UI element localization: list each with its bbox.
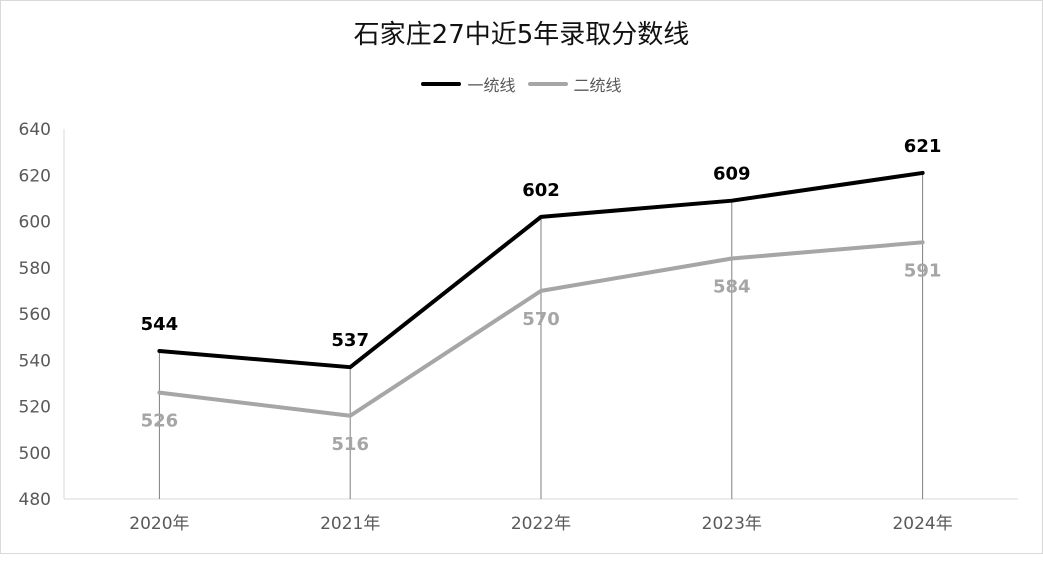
x-tick-label: 2020年 [129,514,189,534]
y-tick-label: 580 [19,259,51,279]
x-tick-label: 2021年 [320,514,380,534]
data-label-series-1: 537 [331,330,369,351]
series-line-1 [157,170,925,370]
legend-swatch-series-1 [421,82,462,86]
data-label-series-2: 584 [713,277,751,298]
legend-label-series-2: 二统线 [573,76,622,95]
data-label-series-1: 544 [141,314,179,335]
legend-swatch-series-2 [527,82,568,86]
data-label-series-2: 516 [331,434,369,455]
y-tick-label: 560 [19,305,51,325]
y-tick-label: 520 [19,398,51,418]
data-label-series-1: 609 [713,164,751,185]
y-tick-label: 500 [19,444,51,464]
series-line-2 [157,240,925,418]
chart-title: 石家庄27中近5年录取分数线 [353,20,690,50]
legend-item-series-1: 一统线 [421,72,516,96]
legend-item-series-2: 二统线 [527,72,622,96]
data-label-series-2: 526 [141,411,179,432]
x-tick-label: 2022年 [511,514,571,534]
y-tick-label: 620 [19,166,51,186]
y-tick-label: 480 [19,490,51,510]
y-tick-label: 640 [19,120,51,140]
chart-frame [0,0,1043,554]
y-tick-label: 600 [19,213,51,233]
data-label-series-1: 602 [522,180,560,201]
x-tick-label: 2023年 [702,514,762,534]
data-label-series-1: 621 [904,136,942,157]
x-tick-label: 2024年 [892,514,952,534]
legend-label-series-1: 一统线 [467,76,516,95]
legend: 一统线 二统线 [0,72,1043,96]
y-tick-label: 540 [19,351,51,371]
data-label-series-2: 591 [904,260,942,281]
data-label-series-2: 570 [522,309,560,330]
